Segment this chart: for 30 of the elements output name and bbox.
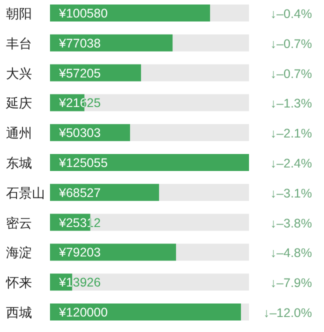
y-tick-label: 西城 [6, 306, 32, 321]
text: ↓–0.7% [270, 36, 312, 51]
data-label: ¥50303 [58, 126, 101, 140]
y-tick-label: 石景山 [6, 186, 45, 202]
y-tick-label: 大兴 [6, 66, 32, 82]
text: ↓–2.4% [270, 156, 312, 170]
text: ↓–2.1% [270, 126, 312, 141]
text: ↓–12.0% [263, 306, 312, 320]
y-tick-label: 密云 [6, 216, 32, 232]
data-label: ¥120000 [58, 306, 108, 320]
data-label: ¥57205 [58, 66, 101, 80]
y-tick-label: 朝阳 [6, 7, 32, 22]
y-tick-label: 通州 [6, 126, 32, 142]
y-tick-label: 东城 [6, 156, 32, 172]
text: ↓–4.8% [270, 246, 312, 260]
data-label: ¥77038 [58, 36, 101, 50]
y-tick-label: 丰台 [6, 36, 32, 52]
data-label: ¥68527 [58, 186, 101, 200]
text: ↓–0.4% [270, 7, 312, 21]
data-label: ¥100580 [58, 6, 108, 20]
y-tick-label: 海淀 [6, 246, 32, 262]
data-label: ¥125055 [58, 156, 108, 170]
y-tick-label: 怀来 [5, 276, 32, 292]
text: ↓–7.9% [270, 276, 312, 290]
text: ↓–0.7% [270, 66, 312, 81]
text: ↓–3.8% [270, 216, 312, 230]
text: ↓–1.3% [270, 96, 312, 111]
y-tick-label: 延庆 [5, 96, 32, 112]
text: ↓–3.1% [270, 186, 312, 200]
data-label: ¥79203 [58, 246, 101, 260]
